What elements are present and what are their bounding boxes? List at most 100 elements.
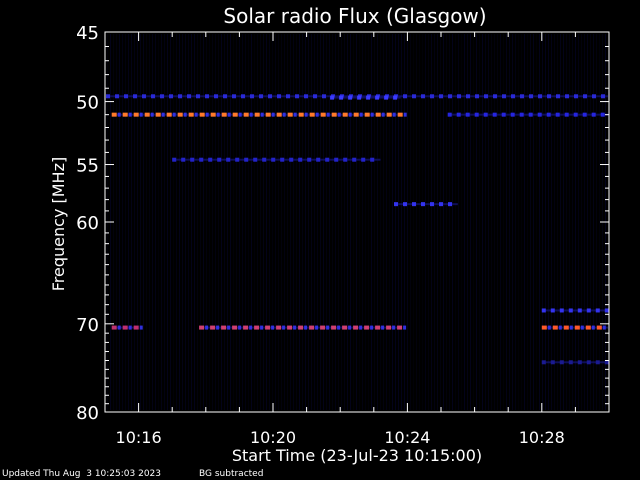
band-mark — [232, 325, 238, 330]
noise-column — [182, 34, 183, 410]
noise-column — [572, 34, 573, 410]
band-mark — [289, 157, 294, 162]
band-mark — [604, 308, 609, 313]
band-mark — [595, 308, 600, 313]
band-mark — [466, 94, 470, 99]
band-mark-edge — [403, 325, 407, 330]
band-mark — [262, 157, 267, 162]
noise-column — [131, 34, 132, 410]
band-mark — [122, 112, 128, 117]
band-mark — [529, 94, 533, 99]
noise-column — [227, 34, 228, 410]
band-mark — [550, 360, 555, 365]
noise-column — [566, 34, 567, 410]
y-axis-label: Frequency [MHz] — [49, 157, 68, 291]
band-mark — [375, 112, 381, 117]
band-mark-edge — [139, 112, 143, 117]
band-mark-edge — [249, 112, 253, 117]
x-tick-label: 10:28 — [519, 428, 565, 447]
band-mark — [205, 94, 209, 99]
noise-column — [188, 34, 189, 410]
band-mark-edge — [161, 112, 165, 117]
noise-column — [290, 34, 291, 410]
noise-column — [278, 34, 279, 410]
band-mark — [210, 112, 216, 117]
noise-column — [257, 34, 258, 410]
noise-column — [329, 34, 330, 410]
band-mark — [243, 112, 249, 117]
noise-column — [167, 34, 168, 410]
noise-column — [380, 34, 381, 410]
noise-column — [497, 34, 498, 410]
noise-column — [578, 34, 579, 410]
noise-column — [368, 34, 369, 410]
band-mark — [172, 157, 177, 162]
band-mark — [591, 112, 596, 117]
band-mark — [331, 112, 337, 117]
noise-column — [359, 34, 360, 410]
noise-column — [443, 34, 444, 410]
band-mark — [353, 325, 359, 330]
noise-column — [299, 34, 300, 410]
noise-column — [140, 34, 141, 410]
y-axis: 45 50 55 60 70 80 — [76, 23, 609, 424]
noise-column — [185, 34, 186, 410]
band-mark — [304, 94, 308, 99]
band-mark — [501, 112, 506, 117]
band-mark — [547, 94, 551, 99]
noise-column — [446, 34, 447, 410]
band-mark — [298, 112, 304, 117]
band-mark — [456, 112, 461, 117]
noise-column — [239, 34, 240, 410]
band-mark — [187, 94, 191, 99]
noise-column — [407, 34, 408, 410]
band-mark-edge — [392, 112, 396, 117]
noise-column — [155, 34, 156, 410]
band-mark — [115, 94, 119, 99]
noise-column — [470, 34, 471, 410]
band-mark — [583, 94, 587, 99]
noise-column — [353, 34, 354, 410]
noise-column — [230, 34, 231, 410]
band-mark-edge — [337, 112, 341, 117]
band-mark — [596, 325, 602, 330]
band-mark-edge — [227, 325, 231, 330]
band-mark — [511, 94, 515, 99]
noise-column — [524, 34, 525, 410]
band-mark-edge — [547, 325, 551, 330]
band-mark — [366, 95, 371, 100]
noise-column — [164, 34, 165, 410]
noise-column — [494, 34, 495, 410]
band-mark — [357, 95, 362, 100]
band-mark-edge — [370, 325, 374, 330]
band-mark — [124, 94, 128, 99]
band-mark — [353, 112, 359, 117]
band-mark — [286, 94, 290, 99]
noise-column — [170, 34, 171, 410]
band-mark — [510, 112, 515, 117]
band-mark — [541, 360, 546, 365]
band-mark — [177, 112, 183, 117]
band-mark-edge — [205, 325, 209, 330]
noise-column — [161, 34, 162, 410]
noise-column — [542, 34, 543, 410]
noise-column — [263, 34, 264, 410]
noise-column — [533, 34, 534, 410]
band-mark — [322, 94, 326, 99]
noise-column — [386, 34, 387, 410]
noise-column — [203, 34, 204, 410]
noise-column — [596, 34, 597, 410]
noise-column — [431, 34, 432, 410]
band-mark-edge — [580, 325, 584, 330]
band-mark — [199, 325, 205, 330]
noise-column — [317, 34, 318, 410]
band-mark — [538, 94, 542, 99]
band-mark — [439, 94, 443, 99]
noise-column — [251, 34, 252, 410]
band-mark — [199, 157, 204, 162]
band-mark — [235, 157, 240, 162]
noise-column — [119, 34, 120, 410]
band-mark — [447, 112, 452, 117]
noise-column — [284, 34, 285, 410]
band-mark — [457, 94, 461, 99]
